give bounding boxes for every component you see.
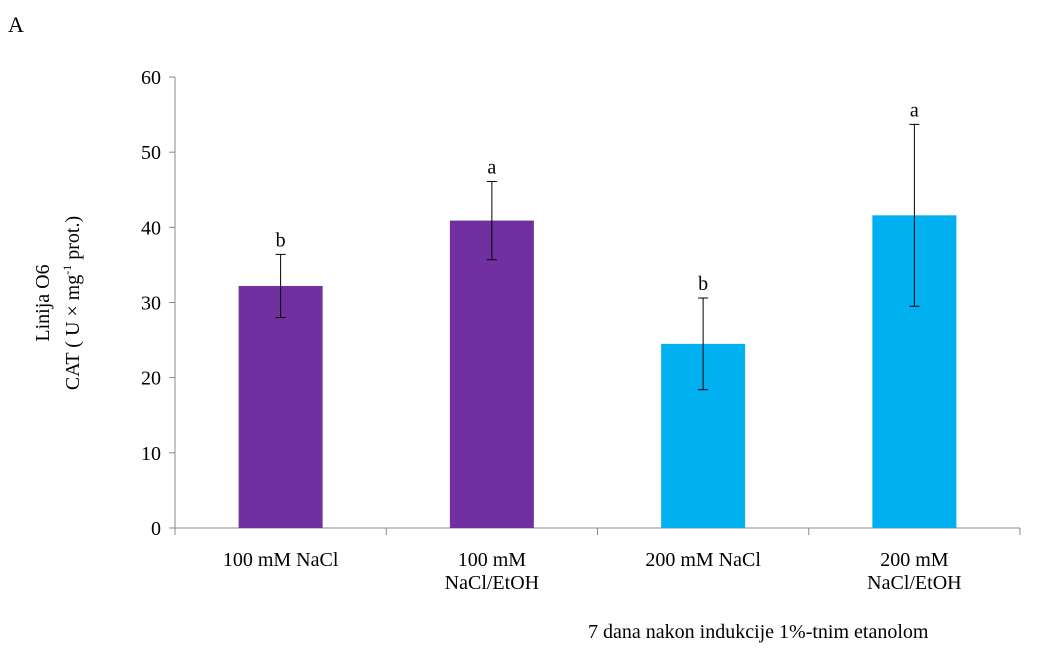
y-tick-label: 10 bbox=[141, 443, 161, 465]
y-tick-label: 50 bbox=[141, 142, 161, 164]
significance-letter: b bbox=[276, 229, 286, 251]
chart-caption: 7 dana nakon indukcije 1%-tnim etanolom bbox=[588, 621, 929, 643]
significance-letter: a bbox=[910, 99, 919, 121]
bar bbox=[449, 220, 534, 528]
y-tick-label: 0 bbox=[151, 518, 161, 540]
panel-label: A bbox=[8, 12, 24, 37]
category-label: 200 mM NaCl bbox=[645, 549, 761, 571]
category-label: NaCl/EtOH bbox=[867, 572, 961, 594]
category-label: 100 mM bbox=[458, 549, 527, 571]
significance-letter: b bbox=[698, 273, 708, 295]
y-tick-label: 30 bbox=[141, 293, 161, 315]
category-label: 200 mM bbox=[880, 549, 949, 571]
category-label: NaCl/EtOH bbox=[445, 572, 539, 594]
significance-letter: a bbox=[487, 156, 496, 178]
y-tick-label: 60 bbox=[141, 67, 161, 89]
category-label: 100 mM NaCl bbox=[223, 549, 339, 571]
y-tick-label: 40 bbox=[141, 217, 161, 239]
y-tick-label: 20 bbox=[141, 368, 161, 390]
bar bbox=[238, 285, 323, 528]
